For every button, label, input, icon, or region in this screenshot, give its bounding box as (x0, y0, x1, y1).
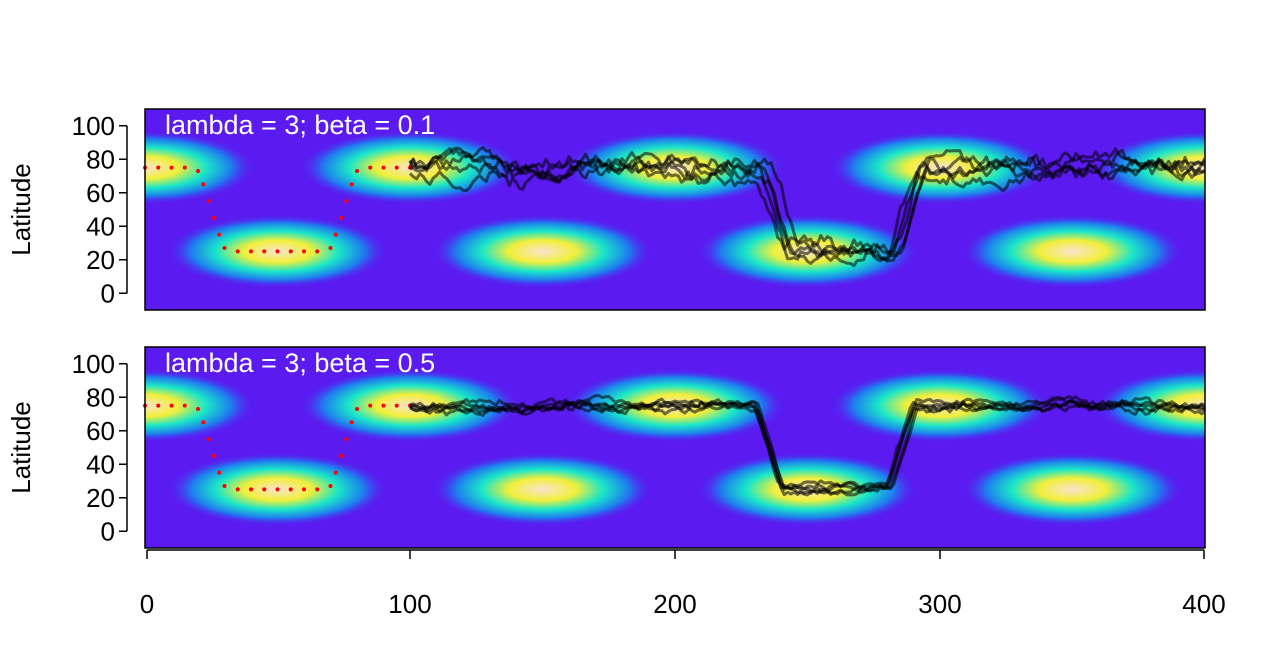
y-tick-label: 20 (86, 483, 115, 513)
reference-point (222, 484, 227, 489)
reference-point (222, 246, 227, 251)
reference-point (315, 249, 320, 254)
y-tick-label: 20 (86, 245, 115, 275)
reference-point (249, 487, 253, 492)
reference-point (344, 437, 349, 442)
y-tick-label: 60 (86, 178, 115, 208)
reference-point (206, 437, 211, 442)
reference-point (156, 165, 161, 170)
x-axis-bottom: 0 100 200 300 400 (140, 549, 1226, 619)
y-tick-label: 60 (86, 416, 115, 446)
x-tick-label: 300 (918, 589, 961, 619)
reference-point (333, 470, 338, 475)
resource-patch (696, 214, 919, 289)
tracks-bottom (408, 394, 1205, 497)
reference-point (394, 403, 399, 408)
track-line (408, 148, 1205, 268)
reference-point (196, 406, 200, 411)
plot-frame-top (144, 108, 1206, 311)
reference-point (339, 215, 344, 220)
y-tick-label: 0 (101, 516, 115, 546)
reference-point (394, 165, 399, 170)
reference-point (328, 484, 333, 489)
y-axis-label-top: Latitude (6, 163, 36, 256)
x-tick-label: 0 (140, 589, 154, 619)
reference-point (315, 487, 320, 492)
reference-point (333, 232, 338, 237)
track-line (409, 147, 1205, 262)
reference-point (182, 403, 187, 408)
reference-point (349, 420, 354, 425)
reference-point (381, 403, 386, 408)
reference-point (381, 165, 386, 170)
reference-point (288, 487, 293, 492)
panel-title-top: lambda = 3; beta = 0.1 (165, 110, 435, 140)
resource-patch (431, 452, 654, 527)
x-tick-label: 100 (388, 589, 431, 619)
reference-point (235, 487, 240, 492)
y-tick-label: 80 (86, 382, 115, 412)
resource-patch (961, 214, 1184, 289)
resource-patch (145, 130, 257, 205)
heatmap-top (145, 109, 1205, 310)
reference-point (262, 249, 267, 254)
reference-point (275, 487, 280, 492)
y-tick-label: 100 (72, 349, 115, 379)
reference-point (288, 249, 293, 254)
reference-point (344, 199, 349, 204)
reference-point (182, 165, 187, 170)
reference-point (349, 182, 354, 187)
reference-point (206, 199, 211, 204)
y-tick-label: 40 (86, 211, 115, 241)
reference-point (169, 165, 174, 170)
reference-point (355, 168, 359, 173)
reference-point (302, 249, 306, 254)
reference-point (211, 453, 216, 458)
reference-point (217, 232, 222, 237)
resource-patch (145, 368, 257, 443)
reference-point (196, 168, 200, 173)
reference-point (211, 215, 216, 220)
reference-point (302, 487, 306, 492)
reference-point (169, 403, 174, 408)
panel-bottom: lambda = 3; beta = 0.5 Latitude 02040608… (6, 346, 1226, 619)
y-tick-label: 40 (86, 449, 115, 479)
x-tick-label: 200 (653, 589, 696, 619)
reference-path-top (143, 165, 412, 254)
reference-point (339, 453, 344, 458)
reference-point (201, 420, 206, 425)
heatmap-bottom (145, 347, 1205, 548)
reference-point (368, 165, 373, 170)
reference-point (355, 406, 359, 411)
y-tick-label: 0 (101, 278, 115, 308)
reference-point (217, 470, 222, 475)
y-axis-label-bottom: Latitude (6, 401, 36, 494)
reference-point (156, 403, 161, 408)
tracks-top (408, 146, 1205, 268)
reference-point (368, 403, 373, 408)
reference-point (201, 182, 206, 187)
reference-point (249, 249, 253, 254)
resource-patch (961, 452, 1184, 527)
track-line (409, 397, 1205, 490)
y-tick-label: 100 (72, 111, 115, 141)
panel-title-bottom: lambda = 3; beta = 0.5 (165, 348, 435, 378)
reference-point (235, 249, 240, 254)
y-tick-label: 80 (86, 144, 115, 174)
reference-point (275, 249, 280, 254)
reference-point (328, 246, 333, 251)
resource-patch (431, 214, 654, 289)
reference-point (262, 487, 267, 492)
plot-frame-bottom (144, 346, 1206, 549)
x-tick-label: 400 (1182, 589, 1225, 619)
